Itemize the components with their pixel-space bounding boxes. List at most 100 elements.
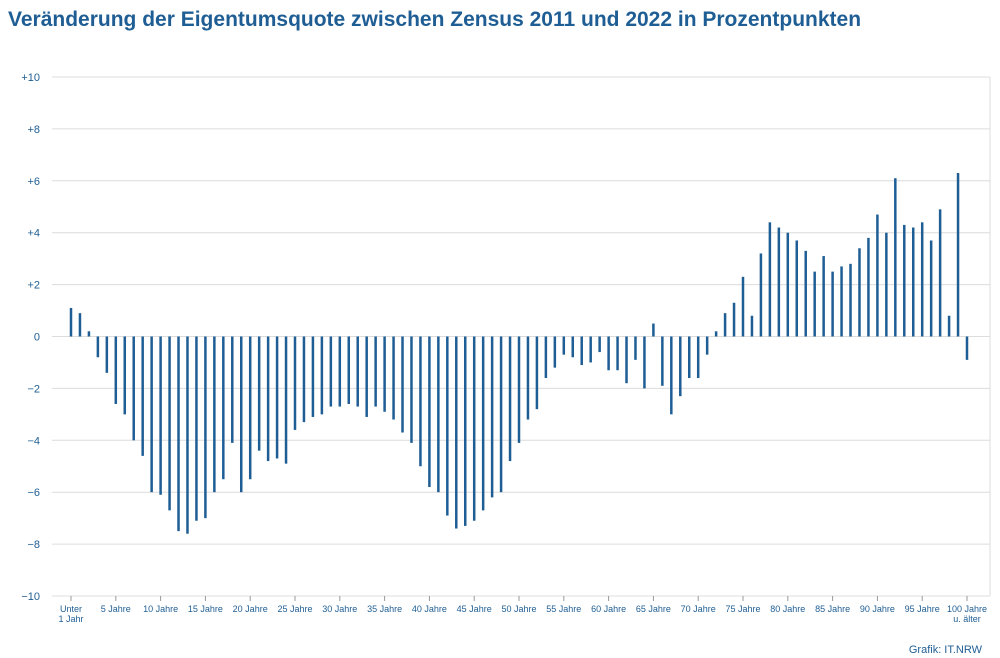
bar xyxy=(876,214,879,337)
bar xyxy=(455,336,458,529)
x-tick-label: 10 Jahre xyxy=(143,604,178,614)
x-tick-label: 25 Jahre xyxy=(277,604,312,614)
y-tick-label: −8 xyxy=(27,539,40,551)
bar xyxy=(607,336,610,371)
bar xyxy=(141,336,144,456)
bar xyxy=(750,315,754,337)
bar xyxy=(643,336,646,389)
y-tick-label: +2 xyxy=(27,280,40,292)
y-tick-label: −6 xyxy=(27,487,40,499)
bar xyxy=(481,336,485,511)
chart-title: Veränderung der Eigentumsquote zwischen … xyxy=(8,8,862,31)
bar xyxy=(508,336,512,462)
bar xyxy=(320,336,324,415)
bar xyxy=(329,336,333,407)
bar xyxy=(257,336,261,451)
bar xyxy=(849,263,852,337)
x-tick-label: 20 Jahre xyxy=(233,604,268,614)
bar xyxy=(813,271,816,337)
bar xyxy=(589,336,592,363)
x-tick-label: 60 Jahre xyxy=(591,604,626,614)
bar xyxy=(786,232,790,337)
bar xyxy=(634,336,637,360)
x-tick-label: 80 Jahre xyxy=(770,604,805,614)
bar xyxy=(938,209,942,337)
x-tick-label: 5 Jahre xyxy=(101,604,131,614)
bar xyxy=(625,336,628,384)
bar xyxy=(661,336,664,386)
bar xyxy=(239,336,243,493)
bar xyxy=(956,173,960,337)
source-credit: Grafik: IT.NRW xyxy=(908,644,982,656)
bar xyxy=(159,336,162,495)
bar xyxy=(965,336,969,360)
x-tick-label: 85 Jahre xyxy=(815,604,850,614)
bar xyxy=(365,336,368,417)
bar xyxy=(517,336,521,443)
bar xyxy=(490,336,494,498)
x-tick-label: 70 Jahre xyxy=(681,604,716,614)
y-tick-label: +8 xyxy=(27,124,40,136)
bar xyxy=(123,336,127,415)
y-tick-label: −4 xyxy=(27,435,40,447)
bar xyxy=(231,336,234,443)
bar xyxy=(248,336,252,480)
bar xyxy=(679,336,682,397)
bar xyxy=(302,336,306,423)
x-axis-ticks xyxy=(70,596,968,601)
bar xyxy=(401,336,404,433)
bar xyxy=(446,336,449,516)
y-tick-label: +10 xyxy=(21,72,40,84)
bar xyxy=(114,336,118,404)
bar xyxy=(177,336,180,532)
bar xyxy=(338,336,342,407)
x-tick-label: 45 Jahre xyxy=(457,604,492,614)
bar xyxy=(437,336,440,493)
x-tick-label: 90 Jahre xyxy=(860,604,895,614)
bar xyxy=(472,336,476,521)
bar xyxy=(903,224,906,337)
bar xyxy=(696,336,700,379)
bar xyxy=(553,336,557,368)
bar xyxy=(687,336,691,379)
bar xyxy=(858,248,861,337)
bar xyxy=(428,336,431,488)
y-tick-label: +4 xyxy=(27,228,40,240)
x-tick-label: 65 Jahre xyxy=(636,604,671,614)
bar xyxy=(266,336,270,462)
bar xyxy=(168,336,171,511)
bar xyxy=(616,336,619,371)
y-tick-label: −10 xyxy=(21,591,40,603)
x-axis-labels: Unter 1 Jahr 5 Jahre 10 Jahre 15 Jahre 20 Jah… xyxy=(58,604,987,624)
x-tick-label: 35 Jahre xyxy=(367,604,402,614)
bar xyxy=(275,336,279,459)
bar xyxy=(598,336,601,353)
bar xyxy=(723,313,727,337)
x-tick-label: 50 Jahre xyxy=(501,604,536,614)
bar xyxy=(410,336,413,443)
bar xyxy=(105,336,109,373)
bar xyxy=(652,323,655,337)
bar xyxy=(920,222,924,337)
bar xyxy=(840,266,843,337)
bar xyxy=(132,336,135,441)
bar xyxy=(87,331,91,337)
bar xyxy=(714,331,718,337)
bar xyxy=(544,336,548,379)
bar xyxy=(311,336,315,417)
y-tick-label: 0 xyxy=(34,332,40,344)
bar xyxy=(195,336,198,521)
bar xyxy=(885,232,888,337)
x-tick-label: 55 Jahre xyxy=(546,604,581,614)
bar xyxy=(526,336,530,420)
bar xyxy=(222,336,225,480)
bar xyxy=(741,276,745,337)
x-tick-label: 100 Jahre u. älter xyxy=(947,604,987,624)
bar xyxy=(419,336,422,467)
bar xyxy=(293,336,297,430)
x-tick-label: 95 Jahre xyxy=(905,604,940,614)
bar xyxy=(392,336,395,420)
bar xyxy=(822,256,825,337)
x-tick-label: 15 Jahre xyxy=(188,604,223,614)
